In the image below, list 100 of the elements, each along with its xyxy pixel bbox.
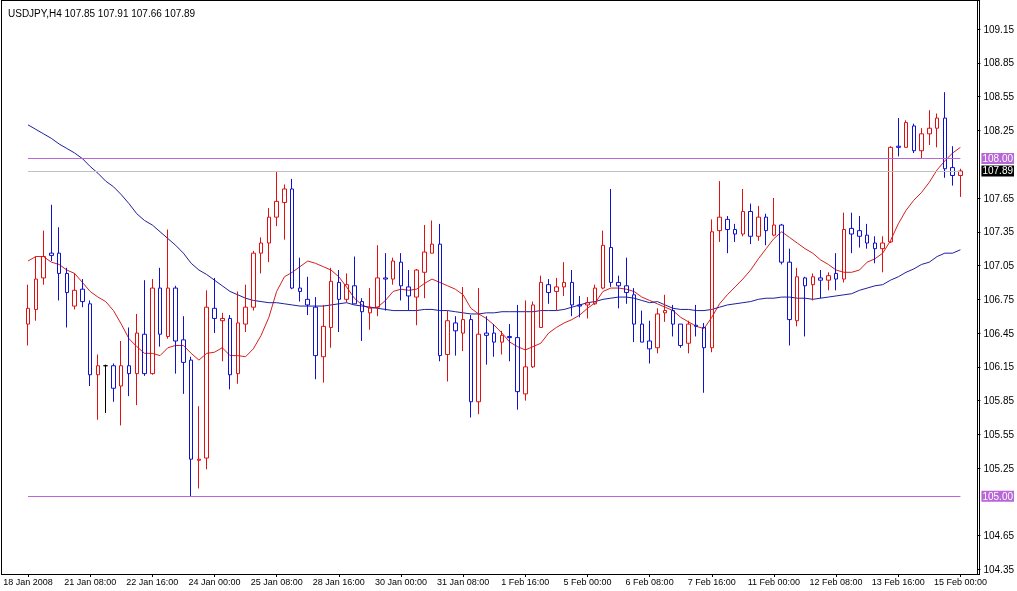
- candlestick: [212, 277, 217, 334]
- candlestick: [865, 223, 869, 250]
- candlestick: [531, 301, 535, 369]
- candlestick: [274, 171, 279, 227]
- candlestick: [507, 323, 512, 362]
- candlestick: [72, 272, 77, 310]
- candlestick: [375, 244, 380, 317]
- candlestick: [546, 278, 551, 305]
- candlestick: [678, 323, 683, 349]
- candlestick: [927, 109, 932, 146]
- x-tick-label: 22 Jan 16:00: [126, 576, 179, 587]
- candlestick: [632, 287, 636, 343]
- candlestick: [741, 188, 745, 237]
- candlestick: [197, 405, 201, 489]
- candlestick: [445, 310, 450, 382]
- candlestick: [267, 207, 271, 263]
- candlestick: [562, 261, 566, 297]
- candlestick: [500, 330, 504, 355]
- y-tick-label: 109.15: [983, 23, 1015, 35]
- candlestick: [880, 235, 885, 273]
- candlestick: [329, 267, 333, 349]
- candlestick: [399, 252, 403, 301]
- candlestick: [360, 297, 364, 342]
- candlestick: [453, 315, 458, 357]
- y-tick-label: 106.75: [983, 293, 1015, 305]
- candlestick: [803, 276, 807, 337]
- x-tick-label: 18 Jan 2008: [3, 576, 53, 587]
- y-tick-label: 106.15: [983, 361, 1015, 373]
- candlestick: [671, 304, 675, 337]
- y-tick-label: 107.65: [983, 192, 1015, 204]
- candlestick: [259, 236, 263, 274]
- candlestick: [756, 205, 761, 242]
- candlestick: [321, 304, 326, 384]
- candlestick: [80, 278, 85, 308]
- text: USDJPY,H4 107.85 107.91 107.66 107.89: [8, 7, 196, 19]
- candlestick: [523, 299, 528, 402]
- candlestick: [127, 326, 131, 397]
- candlestick: [725, 215, 730, 254]
- candlestick: [344, 272, 349, 304]
- candlestick: [220, 312, 225, 362]
- candlestick: [313, 296, 318, 380]
- candlestick: [49, 204, 54, 262]
- x-tick-label: 28 Jan 16:00: [312, 576, 365, 587]
- candlestick: [243, 284, 248, 333]
- x-tick-label: 15 Feb 00:00: [933, 576, 987, 587]
- candlestick: [554, 277, 559, 312]
- candlestick: [383, 252, 388, 312]
- y-tick-label: 105.55: [983, 428, 1015, 440]
- x-tick-label: 21 Jan 08:00: [64, 576, 117, 587]
- y-tick-label: 107.35: [983, 226, 1015, 238]
- candlestick: [539, 275, 543, 328]
- candlestick: [609, 188, 613, 288]
- candlestick: [663, 294, 667, 323]
- candlestick: [26, 284, 30, 346]
- candlestick: [896, 117, 901, 157]
- candlestick: [204, 289, 209, 470]
- candlestick: [912, 123, 916, 154]
- candlestick: [391, 257, 395, 286]
- candlestick: [150, 278, 155, 376]
- candlestick: [694, 304, 698, 337]
- candlestick: [298, 257, 302, 303]
- candlestick: [748, 203, 753, 245]
- candlestick: [787, 248, 792, 346]
- candlestick: [570, 269, 574, 317]
- candlestick: [710, 218, 714, 353]
- candlestick: [935, 113, 939, 148]
- candlestick: [624, 257, 629, 305]
- candlestick: [842, 212, 846, 283]
- candlestick: [422, 224, 427, 299]
- candlestick: [96, 353, 100, 421]
- candlestick: [476, 287, 481, 415]
- candlestick: [88, 299, 92, 387]
- y-tick-label: 108.85: [983, 57, 1015, 69]
- candlestick: [34, 256, 38, 322]
- candlestick: [119, 340, 123, 426]
- candlestick: [733, 223, 737, 243]
- candlestick: [368, 287, 372, 331]
- x-tick-label: 7 Feb 16:00: [687, 576, 736, 587]
- line-series: [27, 146, 961, 361]
- candlestick: [461, 286, 465, 352]
- x-tick-label: 31 Jan 08:00: [437, 576, 490, 587]
- x-tick-label: 13 Feb 16:00: [871, 576, 925, 587]
- candlestick: [57, 226, 61, 301]
- candlestick: [616, 275, 621, 309]
- candlestick: [189, 356, 193, 497]
- candlestick: [406, 269, 411, 312]
- candlestick: [640, 310, 644, 343]
- x-tick-label: 12 Feb 08:00: [809, 576, 863, 587]
- candlestick: [430, 220, 434, 254]
- candlestick: [772, 197, 776, 237]
- candlestick: [65, 267, 69, 328]
- candlestick: [41, 230, 46, 286]
- candlestick: [414, 268, 419, 326]
- candlestick: [577, 295, 582, 318]
- y-tick-label: 105.25: [983, 462, 1015, 474]
- candlestick: [282, 184, 287, 241]
- candlestick: [236, 290, 240, 385]
- y-tick-label: 104.65: [983, 530, 1015, 542]
- candlestick: [438, 223, 442, 362]
- candlestick: [601, 230, 605, 290]
